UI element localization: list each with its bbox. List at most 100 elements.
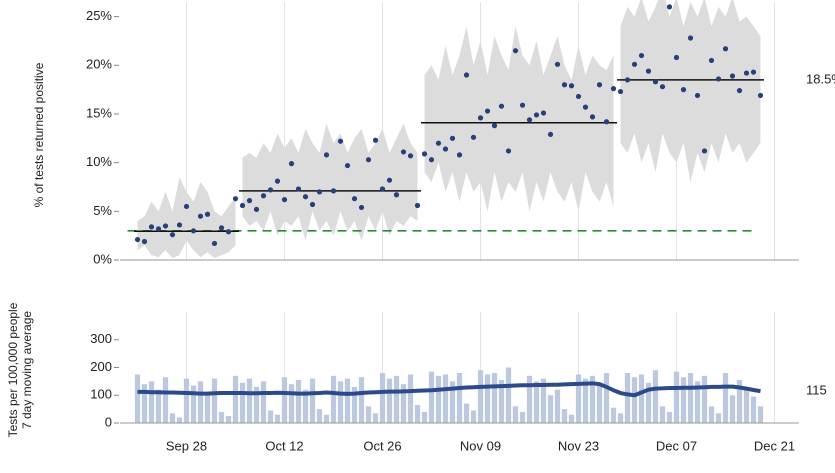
point (470, 134, 477, 140)
bar (274, 414, 281, 423)
point (302, 194, 309, 200)
point (281, 197, 288, 203)
confidence-band (137, 177, 236, 259)
point (183, 203, 190, 210)
bar (421, 411, 428, 423)
point (225, 229, 232, 235)
bar (344, 378, 351, 423)
point (218, 225, 225, 231)
bar (197, 381, 204, 423)
bar (386, 378, 393, 423)
point (652, 79, 659, 85)
bar (701, 375, 708, 423)
bar (505, 367, 512, 423)
point (729, 73, 736, 79)
y-axis-title: 7 day moving average (20, 311, 34, 429)
y-tick-label: 300 (90, 331, 112, 346)
bar (260, 381, 267, 423)
point (442, 146, 449, 152)
point (547, 131, 554, 138)
bar (379, 373, 386, 423)
point (148, 224, 155, 230)
point (526, 117, 533, 123)
bar (547, 395, 554, 423)
bar (358, 377, 365, 423)
bar (722, 373, 729, 423)
point (134, 236, 141, 243)
point (512, 48, 519, 54)
point (358, 204, 365, 211)
bar (449, 381, 456, 423)
y-axis-title: % of tests returned positive (32, 62, 46, 207)
bar (694, 381, 701, 423)
point (624, 77, 631, 83)
point (638, 52, 645, 59)
point (743, 70, 750, 76)
bar (540, 378, 547, 423)
point (666, 4, 673, 10)
point (393, 192, 400, 198)
bar (190, 385, 197, 423)
y-tick-label: 100 (90, 387, 112, 402)
bar (673, 371, 680, 423)
point (533, 112, 540, 118)
point (750, 69, 757, 75)
bar (253, 386, 260, 423)
point (519, 102, 526, 108)
bar (218, 411, 225, 423)
point (589, 114, 596, 120)
y-tick-label: 0% (93, 251, 112, 266)
point (505, 148, 512, 154)
bar (323, 414, 330, 423)
point (575, 93, 582, 100)
point (491, 123, 498, 129)
bar (365, 406, 372, 423)
bar (631, 377, 638, 423)
point (722, 46, 729, 52)
x-tick-label: Sep 28 (166, 438, 207, 453)
bar (624, 373, 631, 423)
point (659, 84, 666, 90)
point (568, 83, 575, 89)
confidence-band (424, 26, 614, 212)
point (631, 61, 638, 67)
bar (589, 375, 596, 423)
point (365, 157, 372, 163)
bar (477, 370, 484, 423)
bar (582, 378, 589, 423)
bar (435, 375, 442, 423)
point (351, 196, 358, 202)
confidence-band (620, 0, 761, 183)
point (694, 92, 701, 99)
point (162, 223, 169, 229)
bar (183, 378, 190, 423)
point (204, 211, 211, 217)
point (400, 149, 407, 155)
y-tick-label: 0 (105, 414, 112, 429)
point (701, 148, 708, 154)
point (407, 153, 414, 159)
bar (743, 389, 750, 423)
bar (414, 404, 421, 423)
bar (554, 389, 561, 423)
moving-average-line (137, 381, 761, 398)
point (260, 193, 267, 199)
point (687, 35, 694, 41)
end-label: 115 (806, 383, 827, 398)
bar (533, 381, 540, 423)
point (561, 82, 568, 88)
bar (162, 377, 169, 423)
point (267, 187, 274, 193)
y-axis-title: Tests per 100,000 people (6, 302, 20, 437)
bar (484, 374, 491, 423)
bar (708, 406, 715, 423)
bar (456, 373, 463, 423)
point (344, 162, 351, 169)
x-tick-label: Oct 26 (363, 438, 401, 453)
bar (407, 374, 414, 423)
point (603, 119, 610, 125)
bar (148, 381, 155, 423)
point (456, 152, 463, 158)
point (246, 198, 253, 204)
point (477, 115, 484, 121)
